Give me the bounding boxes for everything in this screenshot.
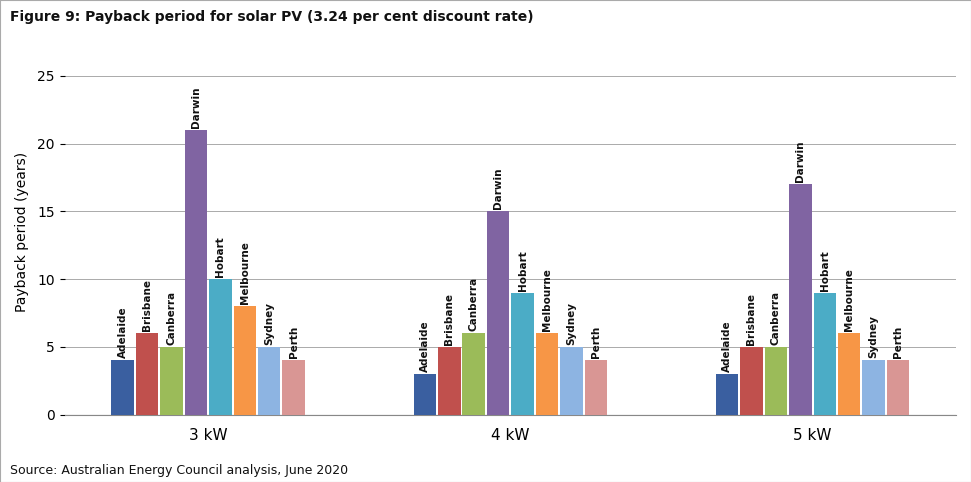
Text: Hobart: Hobart — [518, 250, 527, 291]
Bar — [789, 184, 812, 415]
Bar — [283, 361, 305, 415]
Bar — [112, 361, 134, 415]
Text: Canberra: Canberra — [771, 291, 781, 345]
Text: Darwin: Darwin — [191, 87, 201, 128]
Text: Hobart: Hobart — [820, 250, 830, 291]
Bar — [716, 374, 738, 415]
Bar — [234, 306, 256, 415]
Text: Perth: Perth — [893, 326, 903, 359]
Bar — [414, 374, 436, 415]
Text: Adelaide: Adelaide — [419, 321, 430, 372]
Text: Perth: Perth — [288, 326, 299, 359]
Bar — [740, 347, 762, 415]
Text: Melbourne: Melbourne — [844, 268, 854, 331]
Text: Hobart: Hobart — [216, 236, 225, 277]
Text: Melbourne: Melbourne — [542, 268, 552, 331]
Bar — [765, 347, 787, 415]
Bar — [512, 293, 534, 415]
Bar — [560, 347, 583, 415]
Bar — [486, 212, 510, 415]
Text: Brisbane: Brisbane — [747, 293, 756, 345]
Text: Darwin: Darwin — [795, 141, 805, 182]
Bar — [209, 279, 232, 415]
Y-axis label: Payback period (years): Payback period (years) — [15, 152, 29, 312]
Text: Adelaide: Adelaide — [117, 307, 127, 359]
Text: Brisbane: Brisbane — [142, 280, 152, 331]
Text: Brisbane: Brisbane — [445, 293, 454, 345]
Text: Adelaide: Adelaide — [722, 321, 732, 372]
Bar — [887, 361, 909, 415]
Bar — [462, 334, 485, 415]
Text: Melbourne: Melbourne — [240, 241, 250, 304]
Text: Canberra: Canberra — [469, 277, 479, 331]
Text: Perth: Perth — [590, 326, 601, 359]
Text: Figure 9: Payback period for solar PV (3.24 per cent discount rate): Figure 9: Payback period for solar PV (3… — [10, 10, 533, 24]
Text: Darwin: Darwin — [493, 168, 503, 209]
Bar — [585, 361, 607, 415]
Bar — [536, 334, 558, 415]
Bar — [838, 334, 860, 415]
Bar — [160, 347, 183, 415]
Text: Canberra: Canberra — [166, 291, 177, 345]
Text: Sydney: Sydney — [264, 302, 274, 345]
Bar — [136, 334, 158, 415]
Text: Sydney: Sydney — [869, 315, 879, 359]
Bar — [862, 361, 885, 415]
Text: Source: Australian Energy Council analysis, June 2020: Source: Australian Energy Council analys… — [10, 464, 348, 477]
Bar — [184, 130, 207, 415]
Text: Sydney: Sydney — [566, 302, 577, 345]
Bar — [814, 293, 836, 415]
Bar — [258, 347, 281, 415]
Bar — [438, 347, 460, 415]
